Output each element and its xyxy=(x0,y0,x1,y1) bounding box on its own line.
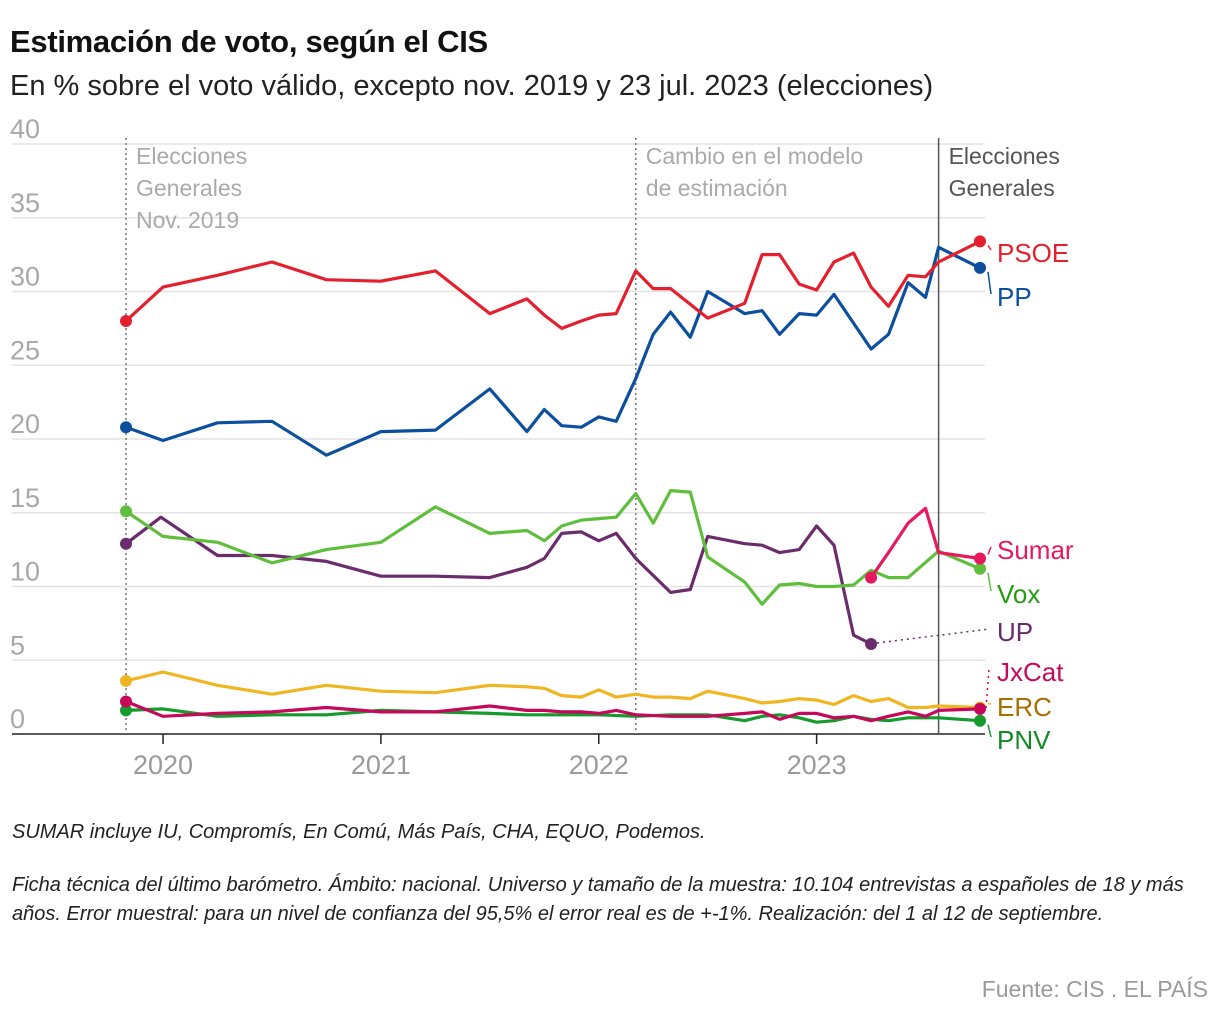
x-tick-label-2021: 2021 xyxy=(351,750,411,780)
y-tick-label-5: 5 xyxy=(10,630,25,660)
series-label-jxcat: JxCat xyxy=(997,657,1064,687)
source-credit: Fuente: CIS . EL PAÍS xyxy=(981,976,1208,1002)
series-end-point-psoe xyxy=(974,235,986,248)
series-label-pp: PP xyxy=(997,282,1032,312)
series-start-point-pnv xyxy=(120,704,132,717)
y-tick-label-40: 40 xyxy=(10,114,40,144)
series-start-point-up xyxy=(120,537,132,550)
series-line-psoe xyxy=(124,239,982,330)
line-chart: 0 5 10 15 20 25 30 35 40 2020 2021 2022 2023 Eleccion… xyxy=(10,114,1074,780)
label-leader-up xyxy=(876,628,990,644)
annotation-text-0-2: Nov. 2019 xyxy=(136,207,239,233)
y-tick-label-35: 35 xyxy=(10,188,40,218)
label-leader-sumar xyxy=(987,546,992,555)
series-line-pp xyxy=(124,245,982,457)
series-start-point-pp xyxy=(120,421,132,434)
y-tick-label-0: 0 xyxy=(10,704,25,734)
series-start-point-psoe xyxy=(120,315,132,327)
series-label-vox: Vox xyxy=(997,579,1040,609)
series-label-psoe: PSOE xyxy=(997,238,1069,268)
series-end-point-sumar xyxy=(974,552,986,565)
y-tick-label-25: 25 xyxy=(10,335,40,365)
label-leader-jxcat xyxy=(985,668,990,708)
annotation-text-1-1: de estimación xyxy=(646,175,788,201)
source-label: Fuente: CIS xyxy=(981,976,1105,1002)
series-start-point-sumar xyxy=(865,571,878,584)
label-leader-psoe xyxy=(987,244,992,251)
x-tick-label-2023: 2023 xyxy=(787,750,847,780)
series-line-erc xyxy=(124,670,982,710)
series-line-sumar xyxy=(869,506,982,580)
series-start-point-jxcat xyxy=(120,695,132,708)
x-tick-label-2020: 2020 xyxy=(133,750,193,780)
y-tick-label-20: 20 xyxy=(10,409,40,439)
series-label-erc: ERC xyxy=(997,692,1052,722)
annotation-text-0-1: Generales xyxy=(136,175,242,201)
series-line-jxcat xyxy=(124,699,982,723)
y-tick-label-15: 15 xyxy=(10,483,40,513)
label-leader-erc xyxy=(987,702,992,705)
series-end-point-up xyxy=(865,638,878,651)
annotation-text-2-1: Generales xyxy=(949,175,1055,201)
series-start-point-erc xyxy=(120,674,132,687)
series-end-point-pp xyxy=(974,261,986,274)
chart-title: Estimación de voto, según el CIS xyxy=(10,24,488,59)
label-leader-pnv xyxy=(987,724,992,738)
x-tick-label-2022: 2022 xyxy=(569,750,629,780)
series-end-point-jxcat xyxy=(974,702,986,715)
source-brand: EL PAÍS xyxy=(1123,976,1208,1002)
series-line-vox xyxy=(124,489,982,606)
label-leader-pp xyxy=(987,271,992,295)
series-label-sumar: Sumar xyxy=(997,535,1074,565)
note-sumar: SUMAR incluye IU, Compromís, En Comú, Má… xyxy=(12,821,706,843)
annotation-text-0-0: Elecciones xyxy=(136,143,247,169)
annotation-text-2-0: Elecciones xyxy=(949,143,1060,169)
series-start-point-vox xyxy=(120,505,132,518)
chart-subtitle: En % sobre el voto válido, excepto nov. … xyxy=(10,70,934,102)
series-label-pnv: PNV xyxy=(997,725,1051,755)
chart-notes: SUMAR incluye IU, Compromís, En Comú, Má… xyxy=(12,818,1202,953)
annotation-text-1-0: Cambio en el modelo xyxy=(646,143,863,169)
y-tick-label-30: 30 xyxy=(10,262,40,292)
series-end-point-vox xyxy=(974,562,986,575)
label-leader-vox xyxy=(987,572,992,592)
series-end-point-pnv xyxy=(974,714,986,727)
series-line-up xyxy=(124,515,873,646)
note-technical-sheet: Ficha técnica del último barómetro. Ámbi… xyxy=(12,874,1184,925)
series-label-up: UP xyxy=(997,617,1033,647)
y-tick-label-10: 10 xyxy=(10,557,40,587)
